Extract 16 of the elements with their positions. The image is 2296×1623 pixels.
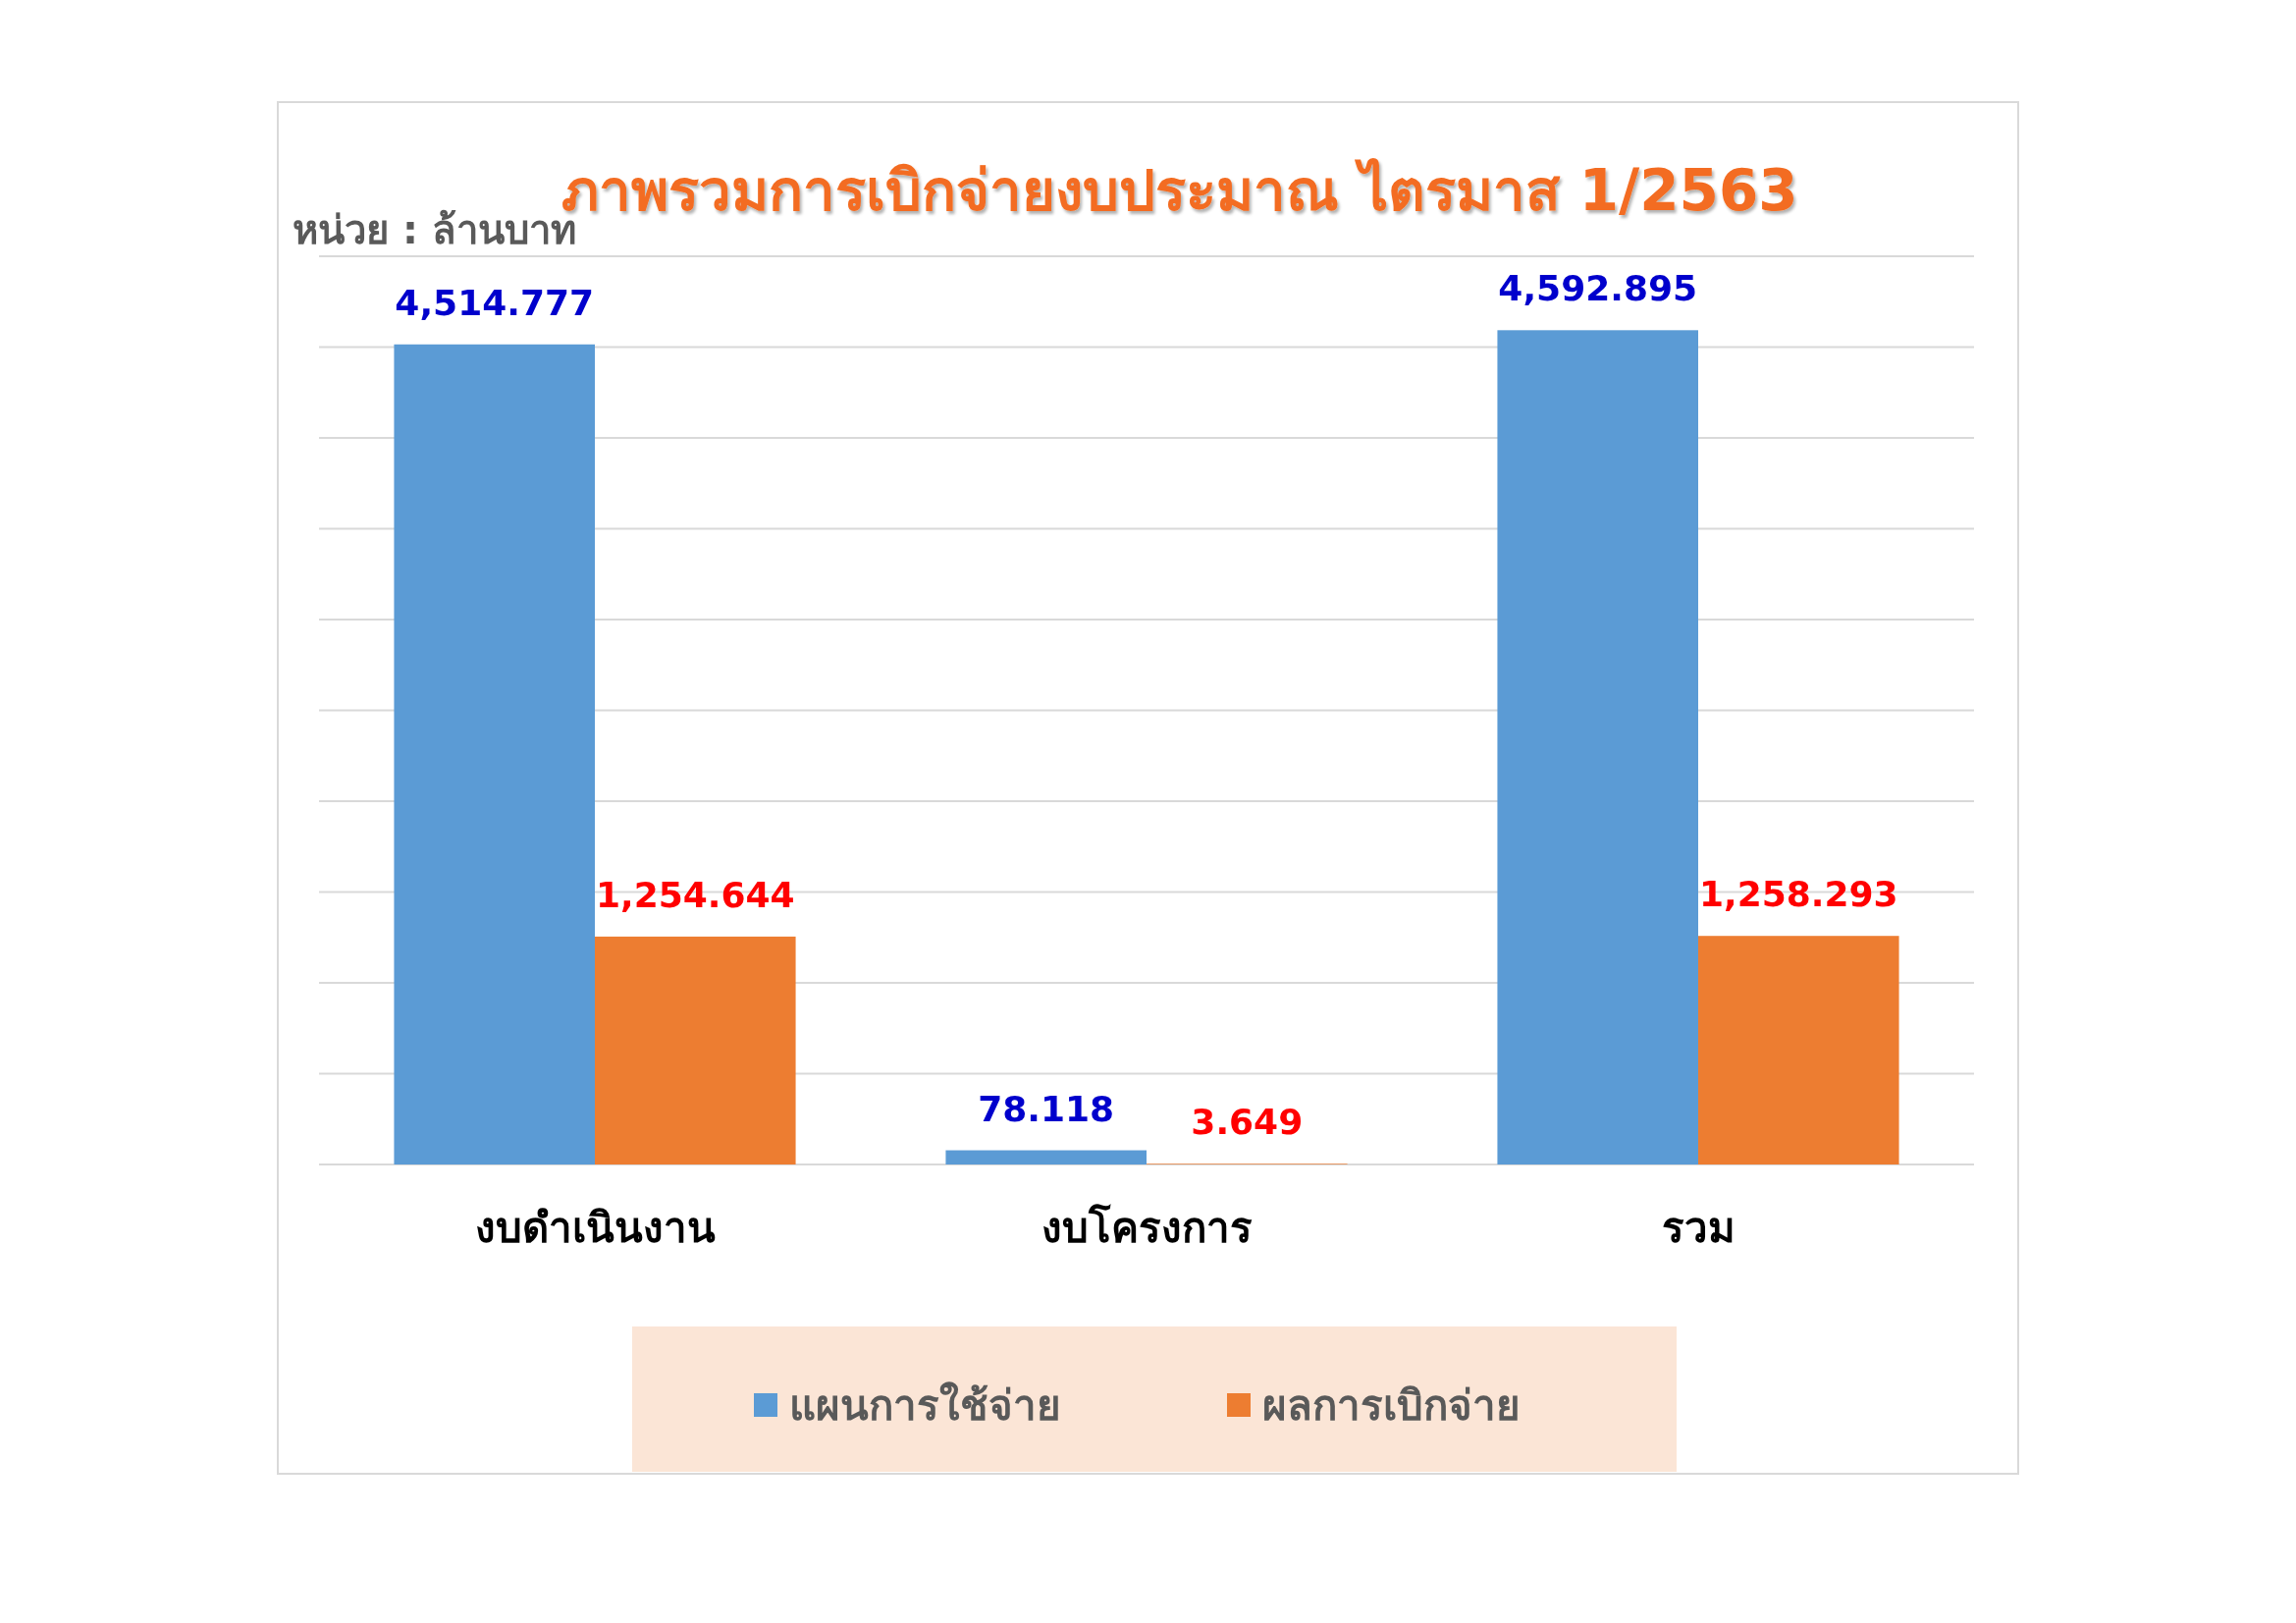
x-tick-label: งบโครงการ xyxy=(1041,1204,1253,1252)
legend-label: แผนการใช้จ่าย xyxy=(789,1381,1061,1430)
legend-label: ผลการเบิกจ่าย xyxy=(1261,1381,1521,1430)
data-label: 1,258.293 xyxy=(1698,874,1898,915)
bar xyxy=(1698,936,1899,1164)
x-tick-label: งบดำเนินงาน xyxy=(474,1204,716,1252)
x-tick-label: รวม xyxy=(1661,1204,1735,1252)
data-label: 78.118 xyxy=(978,1088,1115,1129)
bar xyxy=(595,936,796,1164)
data-label: 1,254.644 xyxy=(595,874,795,915)
data-label: 4,592.895 xyxy=(1498,268,1698,309)
bar xyxy=(394,344,595,1164)
data-label: 4,514.777 xyxy=(395,282,595,323)
bar xyxy=(1497,330,1698,1164)
data-label: 3.649 xyxy=(1191,1102,1304,1143)
bar xyxy=(945,1150,1147,1164)
